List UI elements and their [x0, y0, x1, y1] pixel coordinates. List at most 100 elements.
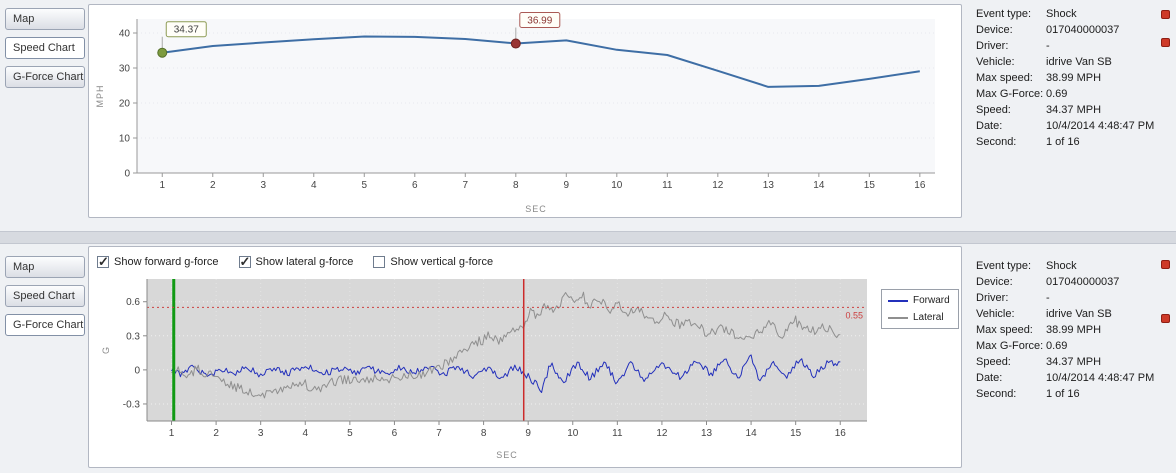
show-lateral-gforce-checkbox[interactable]: Show lateral g-force: [238, 254, 354, 270]
speed-chart[interactable]: 1 2 3 4 5 6 7 8 9 10 11 12 13 14 15 16010203040SECMPH34…: [89, 5, 961, 217]
tab-map-bottom[interactable]: Map: [5, 256, 85, 278]
svg-text:3: 3: [260, 180, 266, 191]
info-label: Max speed:: [976, 72, 1033, 84]
svg-text:0: 0: [124, 169, 130, 180]
tab-gforce-chart-bottom[interactable]: G-Force Chart: [5, 314, 85, 336]
red-marker-icon[interactable]: [1161, 260, 1170, 269]
info-value: 0.69: [1046, 88, 1068, 100]
info-label: Driver:: [976, 40, 1009, 52]
svg-text:7: 7: [436, 428, 442, 439]
svg-text:9: 9: [525, 428, 531, 439]
info-label: Vehicle:: [976, 308, 1015, 320]
info-row: Driver: -: [976, 38, 1166, 54]
info-row: Date: 10/4/2014 4:48:47 PM: [976, 370, 1166, 386]
svg-text:8: 8: [513, 180, 519, 191]
svg-text:5: 5: [361, 180, 367, 191]
checkbox-label: Show forward g-force: [114, 256, 219, 268]
svg-text:34.37: 34.37: [174, 25, 199, 36]
svg-text:10: 10: [611, 180, 623, 191]
info-value: 1 of 16: [1046, 136, 1080, 148]
tab-gforce-chart-top[interactable]: G-Force Chart: [5, 66, 85, 88]
svg-text:2: 2: [213, 428, 219, 439]
show-forward-gforce-checkbox[interactable]: Show forward g-force: [97, 254, 219, 270]
svg-text:7: 7: [463, 180, 469, 191]
info-row: Second: 1 of 16: [976, 134, 1166, 150]
info-label: Second:: [976, 388, 1017, 400]
show-vertical-gforce-checkbox[interactable]: Show vertical g-force: [373, 256, 493, 268]
svg-text:20: 20: [119, 99, 131, 110]
checkbox-label: Show lateral g-force: [255, 256, 354, 268]
tab-speed-chart-top[interactable]: Speed Chart: [5, 37, 85, 59]
info-value: 1 of 16: [1046, 388, 1080, 400]
info-row: Device: 017040000037: [976, 22, 1166, 38]
svg-text:SEC: SEC: [525, 204, 547, 214]
tab-map-top[interactable]: Map: [5, 8, 85, 30]
gforce-chart-panel: Map Speed Chart G-Force Chart Show forwa…: [0, 244, 1176, 473]
info-label: Event type:: [976, 8, 1032, 20]
svg-text:6: 6: [412, 180, 418, 191]
gforce-chart-box: Show forward g-force Show lateral g-forc…: [88, 246, 962, 468]
info-value: 34.37 MPH: [1046, 104, 1102, 116]
info-value: 0.69: [1046, 340, 1068, 352]
svg-text:12: 12: [656, 428, 668, 439]
svg-text:13: 13: [701, 428, 713, 439]
checkbox-icon: [97, 254, 109, 270]
svg-text:1: 1: [159, 180, 165, 191]
tab-speed-chart-bottom[interactable]: Speed Chart: [5, 285, 85, 307]
info-row: Vehicle: idrive Van SB: [976, 306, 1166, 322]
info-value: 10/4/2014 4:48:47 PM: [1046, 372, 1155, 384]
checkbox-icon: [238, 254, 251, 270]
svg-text:6: 6: [392, 428, 398, 439]
svg-text:10: 10: [567, 428, 579, 439]
info-value: 34.37 MPH: [1046, 356, 1102, 368]
info-label: Device:: [976, 276, 1013, 288]
info-value: 10/4/2014 4:48:47 PM: [1046, 120, 1155, 132]
svg-text:15: 15: [790, 428, 802, 439]
info-value: 38.99 MPH: [1046, 324, 1102, 336]
info-row: Date: 10/4/2014 4:48:47 PM: [976, 118, 1166, 134]
info-label: Speed:: [976, 104, 1011, 116]
info-label: Max speed:: [976, 324, 1033, 336]
info-row: Second: 1 of 16: [976, 386, 1166, 402]
info-row: Event type: Shock: [976, 258, 1166, 274]
svg-text:0.3: 0.3: [126, 331, 140, 342]
svg-text:16: 16: [914, 180, 926, 191]
svg-text:16: 16: [835, 428, 847, 439]
info-value: -: [1046, 292, 1050, 304]
chart-legend: Forward Lateral: [881, 289, 959, 329]
info-label: Max G-Force:: [976, 340, 1044, 352]
svg-text:12: 12: [712, 180, 724, 191]
svg-text:-0.3: -0.3: [123, 399, 141, 410]
gforce-chart[interactable]: 0.551 2 3 4 5 6 7 8 9 10 11 12 13 14 15 16-0.300.30.6SE…: [95, 275, 879, 463]
svg-text:SEC: SEC: [496, 450, 518, 460]
legend-forward-label: Forward: [913, 295, 950, 306]
red-marker-icon[interactable]: [1161, 38, 1170, 47]
info-label: Speed:: [976, 356, 1011, 368]
svg-text:30: 30: [119, 64, 131, 75]
red-marker-icon[interactable]: [1161, 314, 1170, 323]
svg-text:11: 11: [662, 180, 673, 191]
svg-text:14: 14: [746, 428, 758, 439]
svg-text:4: 4: [311, 180, 317, 191]
info-label: Vehicle:: [976, 56, 1015, 68]
svg-text:10: 10: [119, 134, 131, 145]
speed-chart-box: 1 2 3 4 5 6 7 8 9 10 11 12 13 14 15 16 0 10 20 30 40 SEC MPH 34…: [88, 4, 962, 218]
svg-text:15: 15: [864, 180, 876, 191]
red-marker-icon[interactable]: [1161, 10, 1170, 19]
info-row: Speed: 34.37 MPH: [976, 354, 1166, 370]
panel-divider: [0, 231, 1176, 244]
view-tabs-bottom: Map Speed Chart G-Force Chart: [5, 256, 87, 343]
legend-item-lateral: Lateral: [888, 312, 952, 323]
legend-forward-sample: [888, 299, 908, 302]
info-label: Date:: [976, 372, 1003, 384]
svg-text:40: 40: [119, 29, 131, 40]
checkbox-icon: [373, 256, 386, 268]
gforce-toggle-row: Show forward g-force Show lateral g-forc…: [97, 253, 493, 271]
info-row: Speed: 34.37 MPH: [976, 102, 1166, 118]
info-row: Event type: Shock: [976, 6, 1166, 22]
info-row: Max G-Force: 0.69: [976, 338, 1166, 354]
info-value: Shock: [1046, 260, 1077, 272]
svg-text:0.6: 0.6: [126, 297, 140, 308]
